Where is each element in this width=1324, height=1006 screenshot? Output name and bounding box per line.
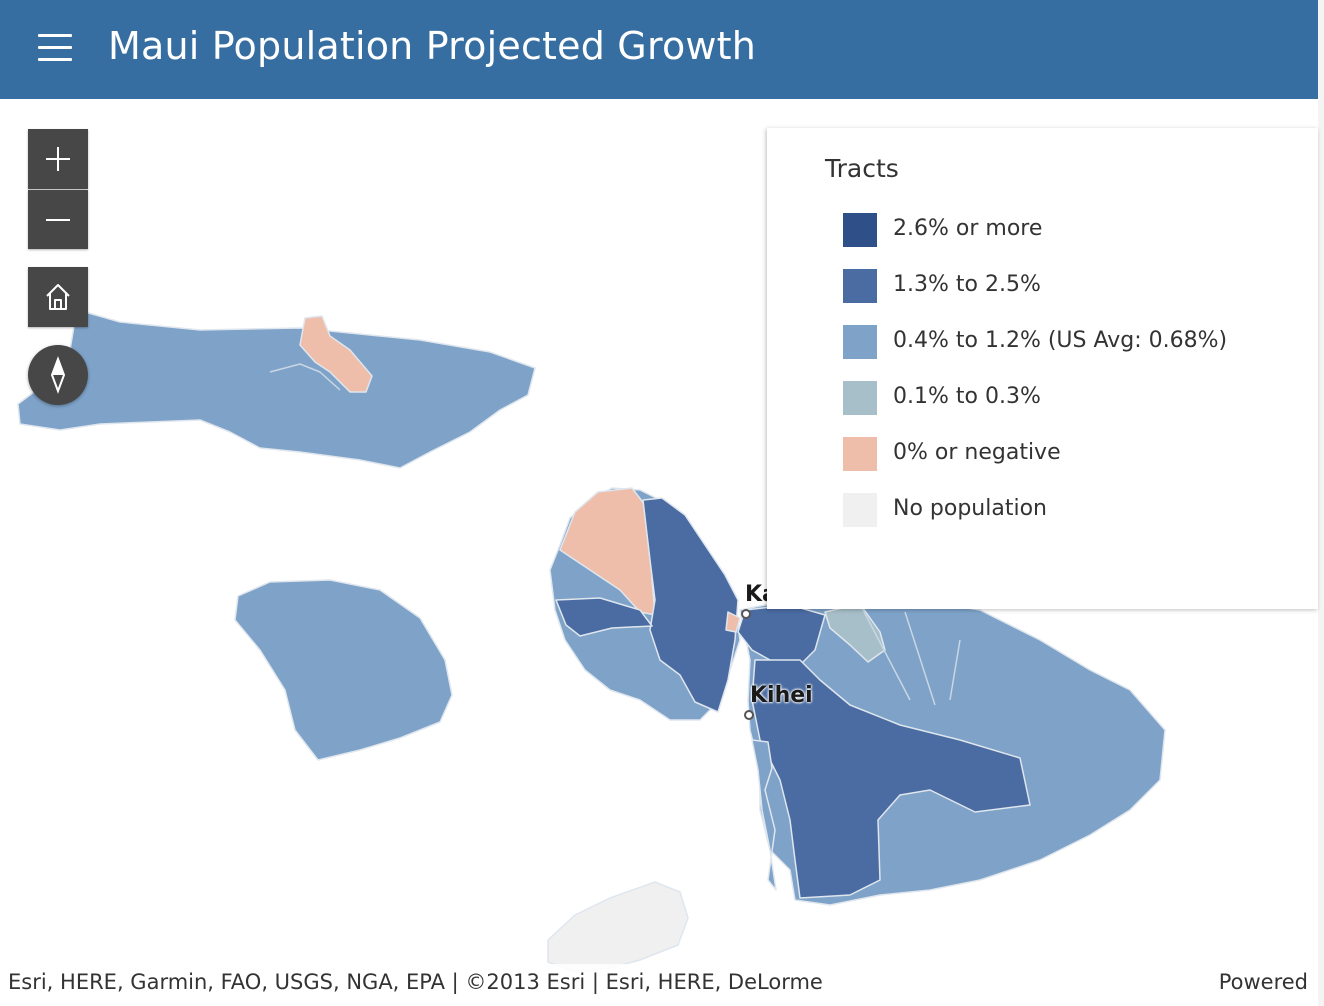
- attribution-bar: Esri, HERE, Garmin, FAO, USGS, NGA, EPA …: [0, 964, 1318, 1002]
- legend-item: 0% or negative: [843, 437, 1313, 471]
- legend-swatch: [843, 269, 877, 303]
- map-canvas: [17, 311, 1166, 973]
- legend-title: Tracts: [825, 154, 899, 183]
- legend-item: 0.4% to 1.2% (US Avg: 0.68%): [843, 325, 1313, 359]
- island-lanai: [234, 579, 453, 761]
- attribution-text: Esri, HERE, Garmin, FAO, USGS, NGA, EPA …: [8, 970, 823, 994]
- legend-swatch: [843, 381, 877, 415]
- island-kahoolawe: [547, 881, 689, 973]
- legend-swatch: [843, 493, 877, 527]
- minus-icon: [46, 218, 70, 221]
- plus-icon: [46, 147, 70, 171]
- legend-swatch: [843, 437, 877, 471]
- app-header: Maui Population Projected Growth: [0, 0, 1318, 99]
- legend-item: No population: [843, 493, 1313, 527]
- tract-west-maui-growth: [642, 497, 739, 713]
- legend-label: No population: [893, 496, 1047, 521]
- legend-item: 1.3% to 2.5%: [843, 269, 1313, 303]
- legend-label: 0.1% to 0.3%: [893, 384, 1041, 409]
- tract-kahului-small: [725, 611, 741, 633]
- tract-molokai-negative: [299, 315, 373, 393]
- page-title: Maui Population Projected Growth: [108, 24, 757, 68]
- place-label-kihei: Kihei: [750, 683, 813, 708]
- zoom-out-button[interactable]: [28, 190, 88, 249]
- legend-panel: Tracts 2.6% or more 1.3% to 2.5% 0.4% to…: [767, 128, 1318, 609]
- legend-swatch: [843, 325, 877, 359]
- zoom-in-button[interactable]: [28, 129, 88, 189]
- legend-label: 2.6% or more: [893, 216, 1043, 241]
- powered-by-link[interactable]: Powered: [1218, 970, 1308, 994]
- legend-item: 0.1% to 0.3%: [843, 381, 1313, 415]
- compass-icon: [50, 356, 66, 394]
- place-marker-kihei: [744, 710, 754, 720]
- legend-label: 0.4% to 1.2% (US Avg: 0.68%): [893, 328, 1228, 353]
- home-button[interactable]: [28, 267, 88, 327]
- legend-label: 0% or negative: [893, 440, 1061, 465]
- tract-lahaina: [555, 597, 653, 637]
- hamburger-menu-icon[interactable]: [30, 24, 80, 74]
- window-edge: [1318, 0, 1324, 1006]
- tract-kihei-upcountry: [751, 659, 1031, 899]
- place-marker-ka: [741, 609, 751, 619]
- compass-button[interactable]: [28, 345, 88, 405]
- tract-kihei-coast: [751, 739, 777, 891]
- legend-swatch: [843, 213, 877, 247]
- island-molokai: [17, 311, 536, 469]
- home-icon: [46, 284, 70, 310]
- legend-label: 1.3% to 2.5%: [893, 272, 1041, 297]
- legend-item: 2.6% or more: [843, 213, 1313, 247]
